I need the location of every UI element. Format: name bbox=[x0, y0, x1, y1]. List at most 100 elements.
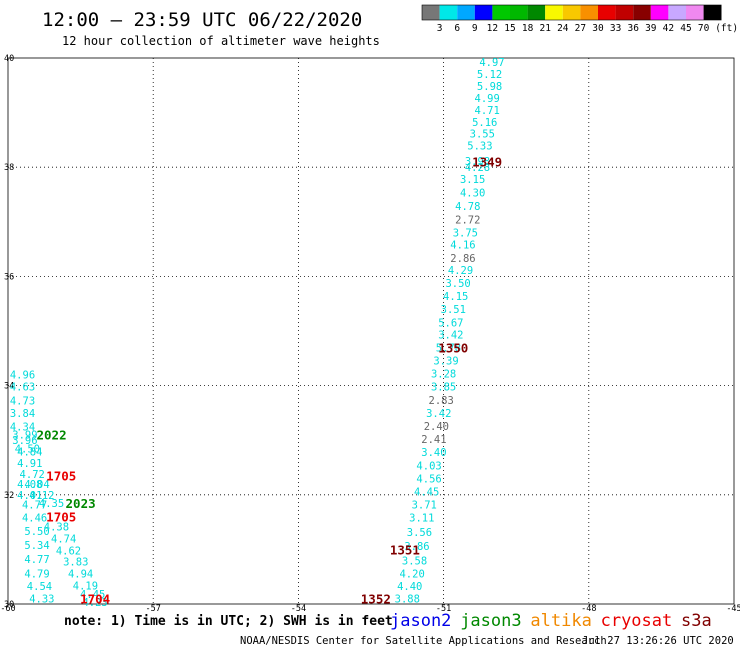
swh-point: 5.16 bbox=[472, 117, 497, 129]
chart-title: 12:00 – 23:59 UTC 06/22/2020 bbox=[42, 9, 362, 31]
scale-label: 39 bbox=[645, 23, 657, 34]
swh-point: 5.67 bbox=[438, 317, 463, 329]
swh-point: 2.41 bbox=[421, 434, 446, 446]
swh-point: 3.15 bbox=[460, 174, 485, 186]
swh-point: 4.45 bbox=[414, 487, 439, 499]
scale-swatch bbox=[474, 5, 493, 20]
swh-point: 4.03 bbox=[416, 460, 441, 472]
swh-point: 5.98 bbox=[477, 81, 502, 93]
swh-point: 3.88 bbox=[395, 594, 420, 606]
y-tick-label: 30 bbox=[4, 600, 14, 610]
swh-point: 4.29 bbox=[448, 265, 473, 277]
scale-swatch bbox=[562, 5, 581, 20]
scale-label: 3 bbox=[437, 23, 443, 34]
swh-point: 2.72 bbox=[455, 215, 480, 227]
scale-swatch bbox=[633, 5, 651, 20]
y-tick-label: 38 bbox=[4, 163, 14, 173]
swh-point: 3.28 bbox=[431, 369, 456, 381]
scale-label: 30 bbox=[592, 23, 604, 34]
swh-point: 4.79 bbox=[24, 568, 49, 580]
y-tick-label: 40 bbox=[4, 54, 14, 64]
scale-label: 70 bbox=[698, 23, 710, 34]
x-tick-label: -51 bbox=[436, 604, 451, 614]
swh-point: 4.40 bbox=[397, 581, 422, 593]
swh-point: 2.86 bbox=[450, 253, 475, 265]
swh-point: 3.85 bbox=[431, 382, 456, 394]
swh-point: 4.62 bbox=[56, 545, 81, 557]
legend-jason3: jason3 bbox=[460, 611, 521, 631]
swh-point: 4.28 bbox=[465, 162, 490, 174]
swh-point: 3.42 bbox=[426, 408, 451, 420]
swh-point: 4.74 bbox=[51, 533, 76, 545]
scale-swatch bbox=[422, 5, 440, 20]
scale-border bbox=[421, 4, 722, 21]
swh-point: 4.08 bbox=[17, 479, 42, 491]
swh-point: 4.46 bbox=[22, 513, 47, 525]
pass-time-label: 2023 bbox=[66, 496, 96, 511]
pass-time-label: 1352 bbox=[361, 592, 391, 607]
scale-label: 21 bbox=[539, 23, 551, 34]
x-tick-label: -54 bbox=[291, 604, 306, 614]
scale-label: 6 bbox=[454, 23, 460, 34]
swh-point: 4.63 bbox=[10, 382, 35, 394]
swh-point: 4.50 bbox=[15, 443, 40, 455]
y-tick-label: 32 bbox=[4, 491, 14, 501]
swh-point: 4.56 bbox=[416, 473, 441, 485]
plot-frame bbox=[7, 57, 735, 605]
swh-point: 4.84 bbox=[17, 447, 42, 459]
legend-jason2: jason2 bbox=[390, 611, 451, 631]
swh-point: 4.34 bbox=[10, 422, 35, 434]
pass-time-label: 1704 bbox=[80, 592, 110, 607]
data-points: 4.975.125.984.994.715.163.555.33 3.984.28… bbox=[10, 57, 505, 609]
swh-point: 5.12 bbox=[477, 69, 502, 81]
scale-label: 36 bbox=[627, 23, 639, 34]
swh-point: 4.72 bbox=[20, 469, 45, 481]
swh-point: 3.58 bbox=[402, 555, 427, 567]
scale-swatch bbox=[668, 5, 686, 20]
swh-point: 4.33 bbox=[29, 594, 54, 606]
swh-point: 5.34 bbox=[24, 540, 49, 552]
swh-point: 2.40 bbox=[424, 421, 449, 433]
footer-timestamp: Jul 27 13:26:26 UTC 2020 bbox=[582, 635, 734, 647]
swh-point: 5.33 bbox=[467, 140, 492, 152]
swh-point: 4.54 bbox=[27, 581, 52, 593]
swh-point: 3.71 bbox=[412, 500, 437, 512]
swh-point: 4.01 bbox=[17, 490, 42, 502]
swh-point: 3.55 bbox=[470, 128, 495, 140]
scale-swatch bbox=[527, 5, 546, 20]
swh-point: 4.19 bbox=[73, 580, 98, 592]
scale-swatch bbox=[598, 5, 616, 20]
scale-label: 24 bbox=[557, 23, 569, 34]
swh-point: 4.23 bbox=[82, 597, 107, 609]
swh-point: 4.16 bbox=[450, 240, 475, 252]
x-tick-label: -48 bbox=[581, 604, 596, 614]
scale-swatch bbox=[580, 5, 598, 20]
x-tick-label: -60 bbox=[0, 604, 15, 614]
swh-point: 3.84 bbox=[10, 408, 35, 420]
swh-point: 3.42 bbox=[438, 329, 463, 341]
color-scale: 3 6 9 12 15 18 21 24 27 30 33 36 39 42 45 70 (ft) bbox=[421, 4, 738, 34]
swh-point: 5.78 bbox=[436, 342, 461, 354]
swh-point: 4.97 bbox=[479, 57, 504, 69]
swh-point: 4.91 bbox=[17, 458, 42, 470]
swh-point: 3.39 bbox=[433, 355, 458, 367]
swh-point: 4.99 bbox=[475, 93, 500, 105]
x-tick-label: -45 bbox=[726, 604, 740, 614]
swh-point: 4.78 bbox=[455, 201, 480, 213]
scale-unit: (ft) bbox=[715, 23, 738, 34]
legend-s3a: s3a bbox=[681, 611, 712, 631]
swh-point: 2.83 bbox=[429, 395, 454, 407]
footer-credit: NOAA/NESDIS Center for Satellite Applica… bbox=[240, 635, 607, 647]
swh-point: 3.50 bbox=[445, 278, 470, 290]
y-tick-label: 34 bbox=[4, 382, 14, 392]
swh-point: 4.35 bbox=[39, 498, 64, 510]
swh-point: 3.98 bbox=[465, 156, 490, 168]
swh-point: 3.51 bbox=[441, 304, 466, 316]
swh-point: 4.15 bbox=[443, 291, 468, 303]
swh-point: 4.12 bbox=[29, 490, 54, 502]
pass-time-label: 1350 bbox=[438, 340, 468, 355]
grid bbox=[8, 58, 734, 604]
swh-point: 3.86 bbox=[404, 541, 429, 553]
swh-point: 4.30 bbox=[460, 187, 485, 199]
